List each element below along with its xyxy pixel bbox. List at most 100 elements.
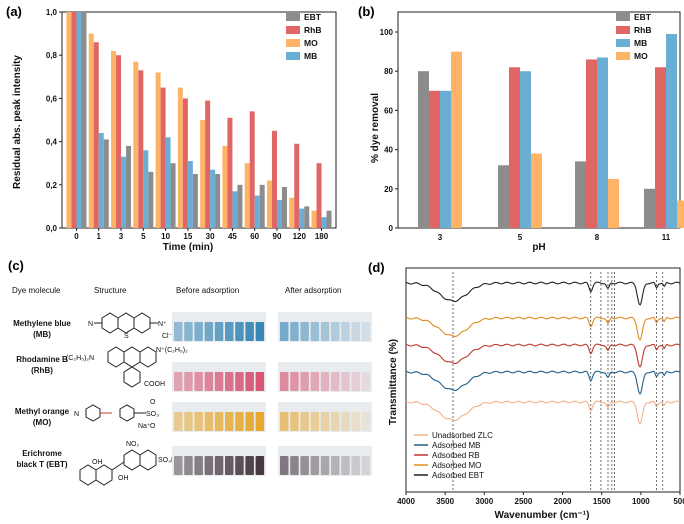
- panel-b-tag: (b): [358, 4, 375, 19]
- chart-b-legend-swatch-mo: [616, 52, 630, 60]
- chart-a-xtick-label: 45: [228, 232, 237, 241]
- before-vial: [184, 322, 193, 341]
- chart-a-bar-mo: [266, 180, 272, 228]
- chart-a-bar-rhb: [294, 143, 300, 228]
- mo-o2-label: O: [150, 423, 156, 430]
- chart-b-bar-mb: [666, 33, 677, 229]
- chart-d-spectrum-ebt: [405, 281, 681, 306]
- chart-a-bar-mo: [244, 163, 250, 228]
- before-vial: [255, 322, 265, 341]
- ebt-no2-label: NO₂: [126, 441, 140, 448]
- chart-d-legend-label: Unadsorbed ZLC: [432, 431, 493, 440]
- chart-a-legend-swatch-mo: [286, 39, 300, 47]
- chart-a-bar-mb: [321, 217, 327, 228]
- chart-d-xtick-label: 3000: [475, 497, 493, 506]
- before-vial: [245, 412, 254, 431]
- chart-b-bar-mb: [440, 90, 451, 228]
- chart-d-spectrum-rb: [405, 343, 681, 368]
- chart-b-xtick-label: 3: [438, 233, 443, 242]
- after-vial: [320, 322, 330, 341]
- vial-photos: [172, 312, 372, 476]
- before-vial: [204, 456, 214, 475]
- chart-a-bar-ebt: [326, 210, 332, 228]
- chart-b-ytick-label: 20: [384, 185, 393, 194]
- chart-a-ytick-label: 1,0: [46, 8, 58, 17]
- chart-a-bar-mb: [143, 150, 149, 228]
- chart-a-xtick-label: 5: [141, 232, 146, 241]
- before-vial: [204, 412, 214, 431]
- chart-d-ylabel: Transmittance (%): [388, 339, 399, 425]
- chart-b: 0 20 40 60 80 100 3 5 8 11 EBT RhB MB MO: [380, 11, 684, 242]
- dye-abbr-mo: (MO): [33, 418, 52, 427]
- chart-a-bar-mb: [121, 156, 127, 228]
- chart-a-bar-mo: [66, 12, 72, 228]
- chart-d-spectrum-mb: [405, 370, 681, 395]
- chart-d-xlabel: Wavenumber (cm⁻¹): [495, 510, 590, 521]
- panel-d-tag: (d): [368, 260, 385, 275]
- mo-n-label: N: [74, 411, 79, 418]
- structure-mb: [94, 312, 158, 334]
- chart-a-legend-swatch-rhb: [286, 26, 300, 34]
- chart-b-ytick-label: 0: [389, 224, 394, 233]
- before-vial: [235, 456, 244, 475]
- chart-a-xtick-label: 15: [183, 232, 192, 241]
- ebt-oh2-label: OH: [118, 475, 129, 482]
- before-vial: [245, 372, 254, 391]
- before-vial: [194, 456, 203, 475]
- header-after-adsorption: After adsorption: [285, 286, 341, 295]
- chart-a-bar-mo: [111, 50, 117, 228]
- after-vial: [310, 456, 320, 475]
- after-vial: [290, 412, 299, 431]
- dye-abbr-ebt: black T (EBT): [16, 460, 67, 469]
- chart-a-xtick-label: 90: [273, 232, 282, 241]
- chart-b-bar-mb: [520, 71, 531, 228]
- before-vial: [194, 412, 203, 431]
- before-vial: [225, 456, 234, 475]
- after-vial: [310, 412, 320, 431]
- chart-a-bar-ebt: [281, 186, 287, 228]
- chart-a-bar-mo: [155, 72, 161, 228]
- after-vial: [300, 372, 309, 391]
- chart-b-bar-ebt: [418, 71, 429, 228]
- after-vial: [361, 412, 371, 431]
- chart-a-bar-mb: [210, 169, 216, 228]
- after-vial: [351, 372, 360, 391]
- chart-a-bar-ebt: [148, 171, 154, 228]
- chart-a-bar-mo: [177, 87, 183, 228]
- chart-b-bar-mo: [677, 200, 684, 228]
- dye-abbr-rhb: (RhB): [31, 366, 53, 375]
- before-vial: [214, 412, 224, 431]
- chart-b-bar-mo: [451, 51, 462, 228]
- chart-d-xtick-label: 2500: [515, 497, 533, 506]
- chart-a-bar-mb: [254, 195, 260, 228]
- chart-a-xtick-label: 180: [315, 232, 329, 241]
- after-vial: [320, 372, 330, 391]
- chart-b-bar-mo: [608, 179, 619, 228]
- chart-b-xtick-label: 5: [518, 233, 523, 242]
- chart-a-bar-rhb: [160, 87, 166, 228]
- mo-so3-label: SO₃: [146, 411, 159, 418]
- chart-a-xtick-label: 60: [250, 232, 259, 241]
- chart-b-ytick-label: 80: [384, 67, 393, 76]
- after-vial: [320, 412, 330, 431]
- after-vial: [290, 456, 299, 475]
- chart-a-xtick-label: 30: [206, 232, 215, 241]
- chart-a-bar-ebt: [170, 163, 176, 228]
- chart-a-bar-mo: [133, 61, 139, 229]
- ebt-oh1-label: OH: [92, 459, 103, 466]
- chart-a-bar-ebt: [304, 206, 310, 228]
- chart-d-legend-label: Adsorbed MO: [432, 461, 481, 470]
- before-vial: [174, 456, 183, 475]
- before-vial: [194, 322, 203, 341]
- chart-a-bar-rhb: [205, 100, 211, 228]
- chart-b-xtick-label: 11: [662, 233, 671, 242]
- after-vial: [290, 372, 299, 391]
- chart-b-bar-rhb: [429, 90, 440, 228]
- chart-a-bar-rhb: [116, 55, 122, 229]
- chart-a-bar-ebt: [237, 184, 243, 228]
- chart-a-legend-label-rhb: RhB: [304, 25, 321, 35]
- chart-b-legend-label-mo: MO: [634, 51, 648, 61]
- before-vial: [174, 412, 183, 431]
- before-vial: [225, 372, 234, 391]
